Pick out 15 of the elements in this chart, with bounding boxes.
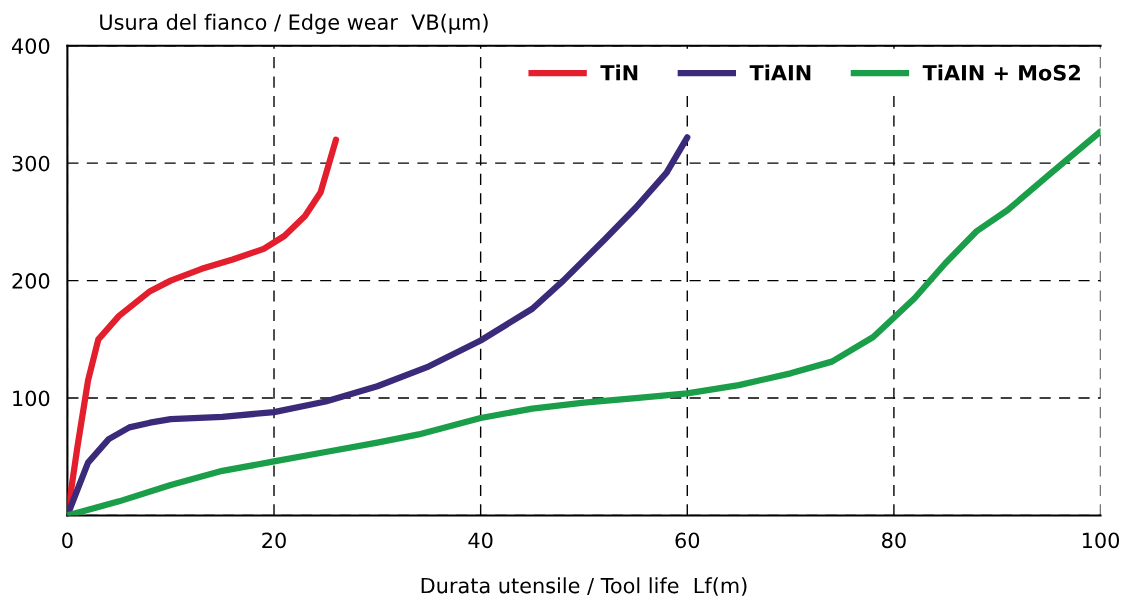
legend-label: TiAIN + MoS2 [922, 64, 1080, 81]
x-tick-label: 20 [262, 532, 286, 549]
y-axis-title: Usura del fianco / Edge wear VB(µm) [100, 13, 488, 35]
x-tick-label: 100 [1082, 532, 1120, 549]
x-tick-label: 0 [62, 532, 73, 549]
x-tick-label: 80 [882, 532, 906, 549]
y-tick-label: 100 [13, 390, 50, 407]
x-axis-title: Durata utensile / Tool life Lf(m) [421, 577, 747, 596]
y-tick-label: 300 [12, 155, 50, 172]
legend-label: TiAIN [749, 64, 811, 81]
y-tick-label: 400 [11, 38, 50, 54]
y-tick-label: 200 [12, 273, 50, 289]
x-tick-label: 40 [468, 532, 493, 549]
x-tick-label: 60 [675, 532, 700, 549]
legend-label: TiN [600, 64, 638, 81]
